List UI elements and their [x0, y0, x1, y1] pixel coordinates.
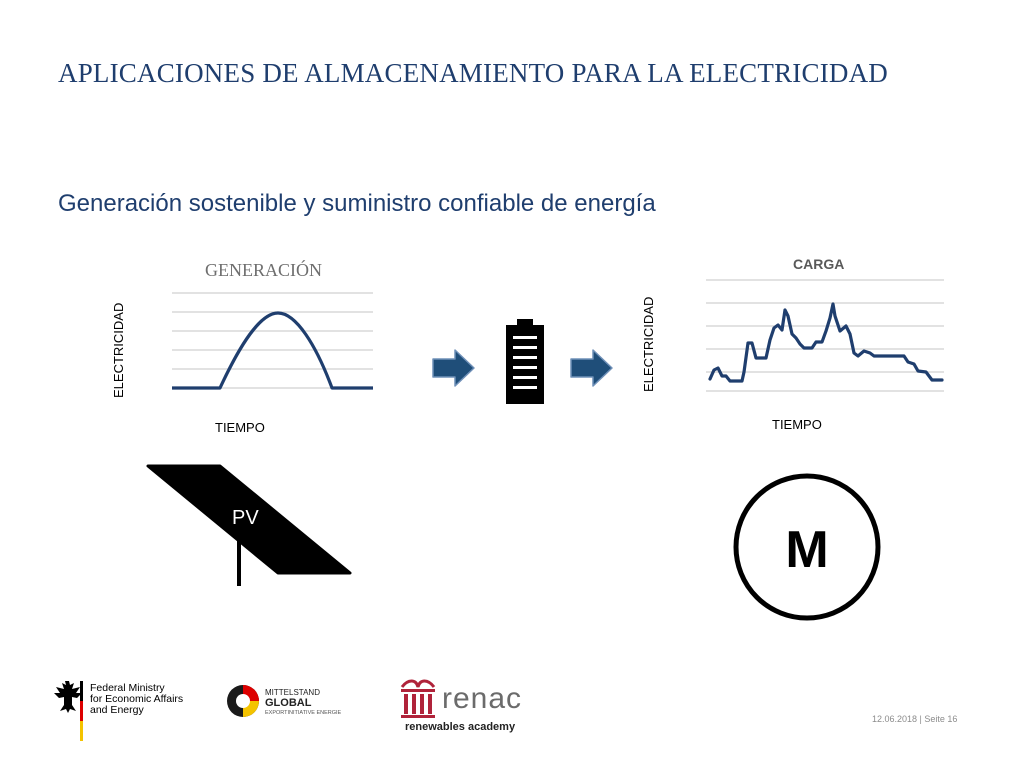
generation-chart-title: GENERACIÓN	[205, 260, 322, 280]
generation-x-label: TIEMPO	[215, 420, 265, 435]
bmwi-logo-text: Federal Ministry for Economic Affairs an…	[90, 682, 184, 716]
eagle-icon	[54, 681, 83, 741]
generation-gridlines	[172, 292, 373, 389]
load-chart	[706, 279, 944, 392]
pv-label: PV	[232, 507, 259, 529]
mittelstand-global-logo-text: MITTELSTAND GLOBAL EXPORTINITIATIVE ENER…	[265, 688, 342, 716]
motor-label: M	[785, 521, 828, 579]
renac-logo-tagline: renewables academy	[405, 721, 516, 733]
solar-panel-icon: PV	[146, 464, 352, 586]
arrow-right-icon	[432, 349, 475, 387]
arrow-right-icon	[570, 349, 613, 387]
renac-column-icon	[400, 679, 436, 718]
generation-curve	[172, 311, 373, 390]
mittelstand-global-logo-icon	[227, 685, 259, 717]
slide-title: APLICACIONES DE ALMACENAMIENTO PARA LA E…	[58, 58, 888, 88]
battery-icon	[506, 319, 544, 404]
slide-subtitle: Generación sostenible y suministro confi…	[58, 190, 656, 217]
footer-date-page: 12.06.2018 | Seite 16	[872, 714, 958, 724]
load-curve	[708, 302, 944, 383]
load-y-label: ELECTRICIDAD	[641, 296, 656, 392]
motor-icon: M	[733, 473, 881, 621]
generation-y-label: ELECTRICIDAD	[111, 302, 126, 398]
generation-chart	[172, 292, 373, 390]
load-chart-title: CARGA	[793, 256, 845, 272]
renac-logo-name: renac	[442, 682, 523, 715]
load-x-label: TIEMPO	[772, 417, 822, 432]
